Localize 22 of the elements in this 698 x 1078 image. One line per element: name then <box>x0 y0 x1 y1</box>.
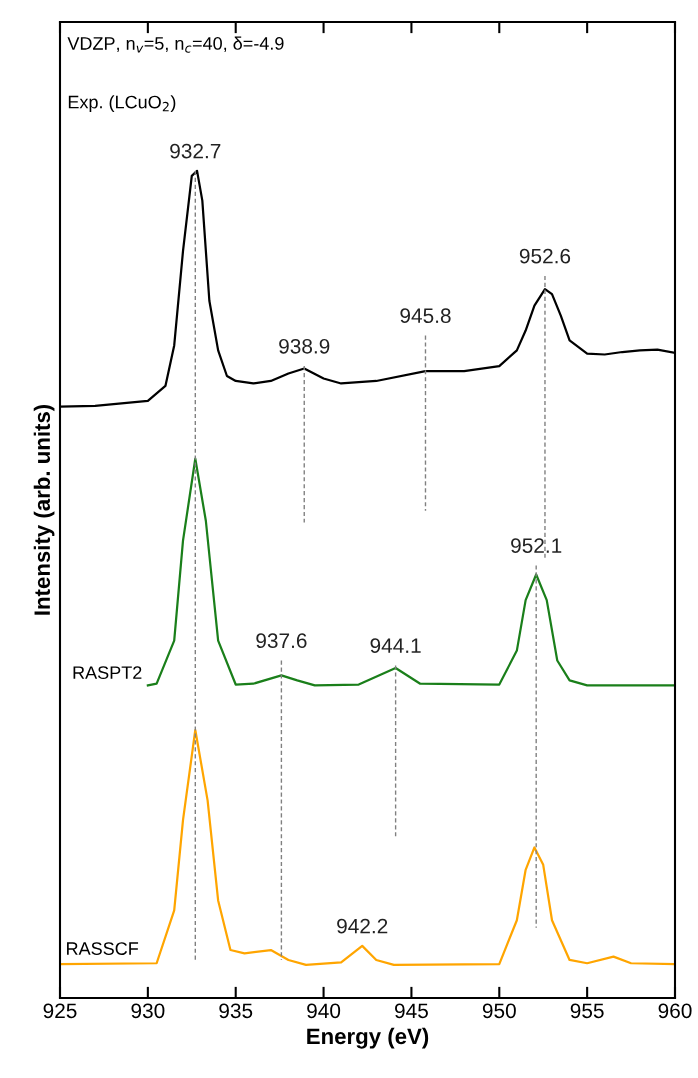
series-label: RASPT2 <box>73 666 142 679</box>
x-axis-title: Energy (eV) <box>307 1027 429 1049</box>
series-label: RASSCF <box>67 942 139 955</box>
annotation: 945.8 <box>400 308 451 324</box>
x-tick-label: 950 <box>482 1003 516 1019</box>
x-tick-label: 930 <box>131 1003 165 1019</box>
annotation: 942.2 <box>337 918 388 934</box>
annotation: 932.7 <box>170 143 221 159</box>
annotation: 952.1 <box>511 538 562 553</box>
annotation: 938.9 <box>279 338 330 354</box>
x-tick-label: 935 <box>219 1003 253 1019</box>
x-tick-label: 925 <box>43 1003 77 1019</box>
y-axis-title: Intensity (arb. units) <box>33 404 55 615</box>
text: VDZP, n$_{v}$=5, n$_{c}$=40, δ=-4.9 <box>67 36 284 53</box>
x-tick-label: 945 <box>395 1003 428 1019</box>
annotation: 952.6 <box>519 248 571 264</box>
text: Exp. (LCuO$_{2}$) <box>68 95 176 113</box>
x-tick-label: 940 <box>307 1003 341 1019</box>
annotation: 944.1 <box>370 638 421 654</box>
annotation: 937.6 <box>256 633 307 649</box>
x-tick-label: 955 <box>570 1003 604 1019</box>
x-tick-label: 960 <box>658 1003 692 1019</box>
